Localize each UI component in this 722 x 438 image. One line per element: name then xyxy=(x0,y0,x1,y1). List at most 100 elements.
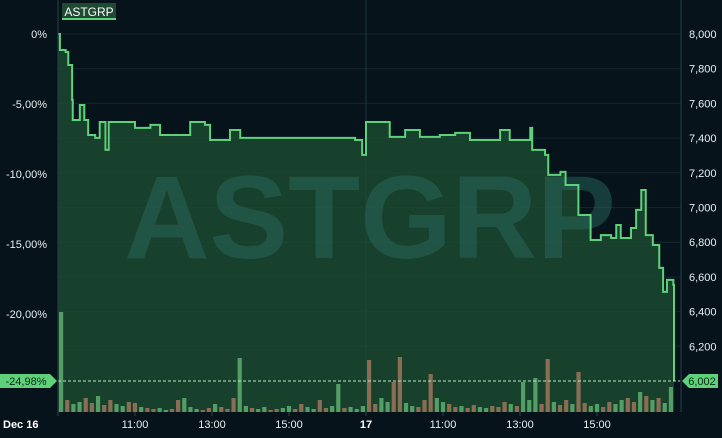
volume-bar xyxy=(71,404,76,412)
symbol-title: ASTGRP xyxy=(64,5,113,19)
volume-bar xyxy=(231,398,236,412)
right-tick-label: 7,600 xyxy=(689,98,717,110)
volume-bar xyxy=(576,372,581,412)
volume-bar xyxy=(293,409,298,412)
volume-bar xyxy=(607,402,612,412)
volume-bar xyxy=(280,408,285,412)
volume-bar xyxy=(182,398,187,412)
volume-bar xyxy=(102,405,107,412)
x-tick-label: 13:00 xyxy=(198,419,226,431)
right-tick-label: 8,000 xyxy=(689,29,717,41)
volume-bar xyxy=(249,408,255,412)
x-tick-label: 13:00 xyxy=(506,419,534,431)
volume-bar xyxy=(194,409,199,412)
volume-bar xyxy=(89,403,94,412)
volume-bar xyxy=(237,358,242,412)
volume-bar xyxy=(650,400,655,412)
last-change-badge: -24,98% xyxy=(0,374,57,388)
left-tick-label: -10,00% xyxy=(6,169,47,181)
volume-bar xyxy=(311,409,316,412)
volume-bar xyxy=(403,403,409,412)
volume-bar xyxy=(459,406,464,412)
volume-bar xyxy=(521,382,526,412)
volume-bar xyxy=(434,398,439,412)
volume-bar xyxy=(570,404,575,412)
volume-bar xyxy=(305,407,310,412)
volume-bar xyxy=(508,404,513,412)
volume-bar xyxy=(268,410,273,412)
volume-bar xyxy=(176,400,181,412)
watermark: ASTGRP xyxy=(124,152,616,284)
volume-bar xyxy=(354,409,359,412)
volume-bar xyxy=(225,409,230,412)
volume-bar xyxy=(533,378,538,412)
volume-bar xyxy=(83,398,88,412)
volume-bar xyxy=(601,407,606,412)
volume-bar xyxy=(262,407,267,412)
x-tick-label: 17 xyxy=(360,419,372,431)
left-tick-label: 0% xyxy=(31,29,47,41)
left-axis: 0% -5,00% -10,00% -15,00% -20,00% xyxy=(6,29,47,321)
volume-bar xyxy=(330,406,335,412)
x-tick-label: 11:00 xyxy=(430,419,457,431)
volume-bar xyxy=(348,407,353,412)
volume-bar xyxy=(65,400,70,412)
volume-bar xyxy=(453,407,458,412)
left-tick-label: -20,00% xyxy=(6,309,47,321)
right-tick-label: 7,200 xyxy=(689,168,717,180)
volume-bar xyxy=(564,400,569,412)
volume-bar xyxy=(471,405,476,412)
volume-bar xyxy=(619,400,624,412)
right-tick-label: 6,200 xyxy=(689,341,717,353)
volume-bar xyxy=(496,407,501,412)
x-axis: Dec 16 11:00 13:00 15:00 17 11:00 13:00 15:00 xyxy=(3,412,611,431)
volume-bar xyxy=(132,403,138,412)
right-tick-label: 6,800 xyxy=(689,237,717,249)
volume-bar xyxy=(367,360,372,412)
volume-bar xyxy=(243,406,248,412)
price-line xyxy=(58,33,675,381)
volume-bar xyxy=(551,402,556,412)
volume-bar xyxy=(416,407,421,412)
volume-bar xyxy=(644,396,649,412)
symbol-label[interactable]: ASTGRP xyxy=(62,3,116,20)
volume-bar xyxy=(360,406,365,412)
volume-bar xyxy=(397,357,402,412)
volume-bar xyxy=(662,403,667,412)
volume-bar xyxy=(465,408,470,412)
volume-bar xyxy=(274,409,279,412)
volume-bar xyxy=(582,403,587,412)
volume-bar xyxy=(502,402,507,412)
volume-bar xyxy=(95,396,101,412)
volume-bar xyxy=(77,402,82,412)
right-tick-label: 7,800 xyxy=(689,64,717,76)
price-area xyxy=(58,34,674,412)
volume-bar xyxy=(422,400,427,412)
volume-bar xyxy=(206,408,211,412)
right-tick-label: 7,000 xyxy=(689,203,717,215)
volume-bar xyxy=(342,408,347,412)
volume-bar xyxy=(638,392,643,412)
volume-bar xyxy=(286,406,292,412)
volume-bar xyxy=(126,402,131,412)
volume-bar xyxy=(545,359,550,412)
volume-bar xyxy=(668,387,673,412)
volume-bar xyxy=(484,408,489,412)
x-tick-label: 15:00 xyxy=(275,419,303,431)
volume-bar xyxy=(323,408,329,412)
volume-bar xyxy=(428,374,433,412)
volume-bar xyxy=(447,404,452,412)
right-tick-label: 6,400 xyxy=(689,307,717,319)
volume-bar xyxy=(613,404,618,412)
volume-bar xyxy=(145,408,150,412)
volume-bar xyxy=(373,404,378,412)
volume-bar xyxy=(317,400,322,412)
x-tick-label: 11:00 xyxy=(122,419,149,431)
volume-bar xyxy=(440,402,446,412)
volume-bar xyxy=(169,409,175,412)
volume-bars xyxy=(59,312,673,412)
volume-bar xyxy=(256,409,261,412)
volume-bar xyxy=(139,407,144,412)
volume-bar xyxy=(539,404,544,412)
